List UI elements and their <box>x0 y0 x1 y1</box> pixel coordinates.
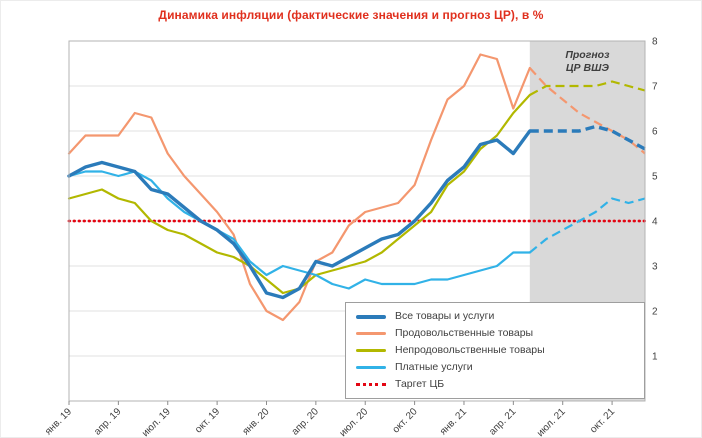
y-tick-label: 3 <box>652 262 658 273</box>
series-forecast-line-2 <box>529 80 646 96</box>
legend-label-food: Продовольственные товары <box>395 327 534 340</box>
x-tick-label: окт. 19 <box>193 406 222 435</box>
x-tick-label: июл. 19 <box>140 406 173 438</box>
series-line-3 <box>67 170 531 290</box>
legend-line-food-icon <box>356 332 386 335</box>
x-tick-label: окт. 21 <box>588 406 617 435</box>
chart-legend: Все товары и услуги Продовольственные то… <box>345 302 645 399</box>
y-tick-label: 7 <box>652 82 658 93</box>
legend-label-all-goods-services: Все товары и услуги <box>395 310 495 323</box>
legend-label-target: Таргет ЦБ <box>395 378 445 391</box>
x-tick-label: янв. 21 <box>438 406 469 437</box>
legend-item-all-goods-services: Все товары и услуги <box>356 310 634 323</box>
series-line-0 <box>67 129 532 300</box>
series-forecast-line-3 <box>529 197 646 254</box>
x-tick-label: июл. 21 <box>535 406 568 438</box>
x-tick-label: апр. 19 <box>92 406 124 438</box>
x-tick-label: янв. 20 <box>241 406 272 437</box>
series-line-1 <box>67 53 531 322</box>
legend-item-target: Таргет ЦБ <box>356 378 634 391</box>
series-line-2 <box>67 93 531 295</box>
forecast-region-label: Прогноз ЦР ВШЭ <box>565 49 610 74</box>
legend-item-nonfood: Непродовольственные товары <box>356 344 634 357</box>
series-forecast-line-0 <box>529 124 646 151</box>
x-tick-label: окт. 20 <box>391 406 420 435</box>
legend-item-food: Продовольственные товары <box>356 327 634 340</box>
x-tick-label: янв. 19 <box>43 406 74 437</box>
legend-label-nonfood: Непродовольственные товары <box>395 344 545 357</box>
legend-line-target-icon <box>356 383 386 386</box>
y-tick-label: 2 <box>652 307 658 318</box>
x-tick-label: апр. 20 <box>290 406 322 438</box>
legend-line-nonfood-icon <box>356 349 386 352</box>
x-tick-label: июл. 20 <box>338 406 371 438</box>
y-tick-label: 8 <box>652 37 658 48</box>
y-tick-label: 5 <box>652 172 658 183</box>
legend-line-services-icon <box>356 366 386 369</box>
y-tick-label: 4 <box>652 217 658 228</box>
chart-title: Динамика инфляции (фактические значения … <box>158 8 544 22</box>
y-tick-label: 6 <box>652 127 658 138</box>
legend-item-services: Платные услуги <box>356 361 634 374</box>
legend-line-cpi-icon <box>356 314 386 319</box>
x-tick-label: апр. 21 <box>487 406 519 438</box>
plot-border <box>68 40 646 402</box>
legend-label-services: Платные услуги <box>395 361 473 374</box>
y-tick-label: 1 <box>652 352 658 363</box>
